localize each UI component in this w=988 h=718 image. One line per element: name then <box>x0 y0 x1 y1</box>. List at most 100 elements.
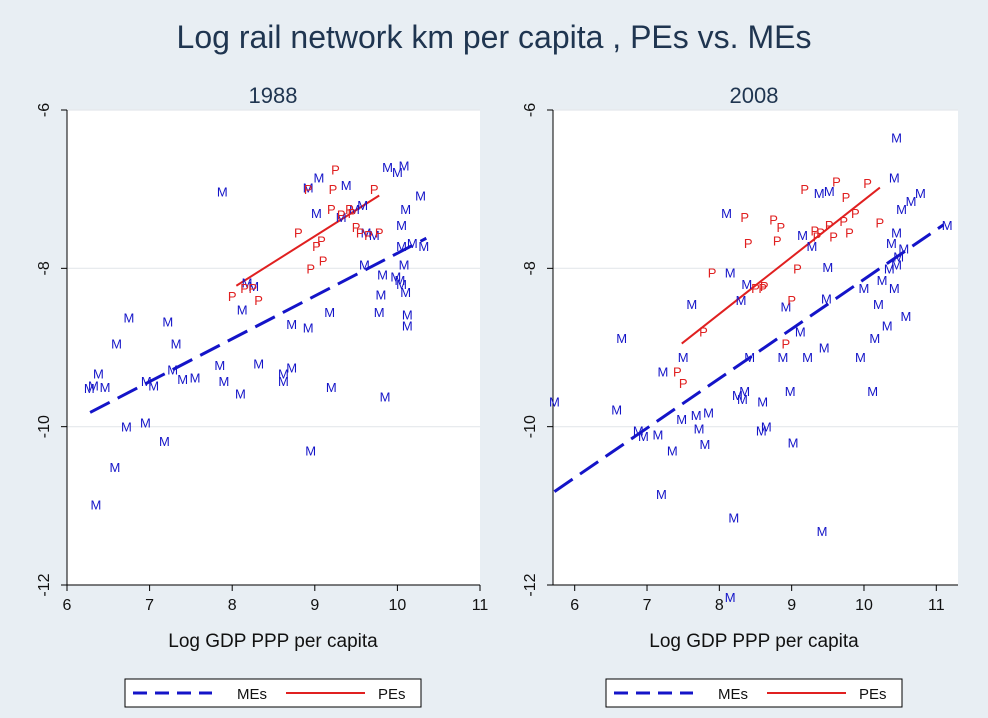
point-pes: P <box>839 214 848 229</box>
point-mes: M <box>305 443 316 458</box>
point-mes: M <box>901 309 912 324</box>
fit-line-mes <box>553 223 945 493</box>
point-mes: M <box>739 384 750 399</box>
point-mes: M <box>761 420 772 435</box>
point-pes: P <box>793 261 802 276</box>
point-mes: M <box>744 350 755 365</box>
point-mes: M <box>390 269 401 284</box>
point-mes: M <box>303 181 314 196</box>
point-mes: M <box>303 321 314 336</box>
point-mes: M <box>819 341 830 356</box>
point-mes: M <box>217 185 228 200</box>
point-mes: M <box>407 236 418 251</box>
fit-line-pes <box>681 186 881 345</box>
point-mes: M <box>638 429 649 444</box>
point-mes: M <box>732 388 743 403</box>
x-tick-label: 9 <box>787 597 796 614</box>
point-pes: P <box>845 226 854 241</box>
fit-line-pes <box>235 194 380 287</box>
point-pes: P <box>337 208 346 223</box>
x-tick-label: 11 <box>928 597 945 614</box>
x-axis-label: Log GDP PPP per capita <box>649 631 859 652</box>
point-mes: M <box>341 178 352 193</box>
point-mes: M <box>214 358 225 373</box>
point-mes: M <box>896 202 907 217</box>
point-mes: M <box>942 218 953 233</box>
y-tick-label: -6 <box>36 103 53 117</box>
point-pes: P <box>744 236 753 251</box>
fit-line-mes <box>89 236 428 414</box>
legend-box <box>124 678 422 708</box>
point-mes: M <box>253 356 264 371</box>
y-tick-label: -10 <box>522 415 539 438</box>
figure-title: Log rail network km per capita , PEs vs.… <box>177 19 812 55</box>
point-mes: M <box>286 360 297 375</box>
point-pes: P <box>810 223 819 238</box>
point-mes: M <box>756 424 767 439</box>
point-mes: M <box>361 226 372 241</box>
point-mes: M <box>757 394 768 409</box>
point-pes: P <box>740 210 749 225</box>
point-mes: M <box>399 257 410 272</box>
point-mes: M <box>311 206 322 221</box>
point-pes: P <box>816 226 825 241</box>
point-mes: M <box>242 276 253 291</box>
point-mes: M <box>380 390 391 405</box>
point-pes: P <box>782 337 791 352</box>
point-mes: M <box>686 297 697 312</box>
point-mes: M <box>891 226 902 241</box>
point-mes: M <box>162 314 173 329</box>
point-mes: M <box>111 337 122 352</box>
point-mes: M <box>873 297 884 312</box>
point-pes: P <box>327 202 336 217</box>
point-mes: M <box>802 350 813 365</box>
legend-label-mes: MEs <box>237 686 267 703</box>
point-mes: M <box>633 424 644 439</box>
point-mes: M <box>190 371 201 386</box>
point-mes: M <box>855 350 866 365</box>
point-mes: M <box>821 291 832 306</box>
x-tick-label: 8 <box>228 597 237 614</box>
point-mes: M <box>741 277 752 292</box>
point-mes: M <box>694 421 705 436</box>
axis-ticks: -12 -10 -8 -6 6 7 8 9 10 11 <box>36 103 488 614</box>
point-pes: P <box>876 215 885 230</box>
point-mes: M <box>869 331 880 346</box>
point-mes: M <box>915 186 926 201</box>
point-mes: M <box>121 420 132 435</box>
point-pes: P <box>304 182 313 197</box>
point-mes: M <box>736 293 747 308</box>
point-mes: M <box>171 337 182 352</box>
point-mes: M <box>889 281 900 296</box>
point-mes: M <box>140 416 151 431</box>
point-mes: M <box>359 257 370 272</box>
x-tick-label: 11 <box>472 597 489 614</box>
point-mes: M <box>402 318 413 333</box>
point-mes: M <box>728 511 739 526</box>
point-mes: M <box>237 303 248 318</box>
point-mes: M <box>725 265 736 280</box>
point-mes: M <box>676 412 687 427</box>
point-pes: P <box>863 176 872 191</box>
point-mes: M <box>415 189 426 204</box>
point-pes: P <box>787 293 796 308</box>
point-mes: M <box>886 236 897 251</box>
point-mes: M <box>148 379 159 394</box>
point-mes: M <box>377 268 388 283</box>
point-pes: P <box>294 226 303 241</box>
point-mes: M <box>882 318 893 333</box>
point-mes: M <box>824 184 835 199</box>
x-tick-label: 6 <box>570 597 579 614</box>
point-mes: M <box>396 218 407 233</box>
point-mes: M <box>382 160 393 175</box>
point-mes: M <box>278 374 289 389</box>
point-mes: M <box>314 170 325 185</box>
point-mes: M <box>691 408 702 423</box>
point-pes: P <box>375 226 384 241</box>
point-mes: M <box>100 380 111 395</box>
point-pes: P <box>679 376 688 391</box>
point-mes: M <box>336 210 347 225</box>
point-mes: M <box>324 305 335 320</box>
point-mes: M <box>721 206 732 221</box>
